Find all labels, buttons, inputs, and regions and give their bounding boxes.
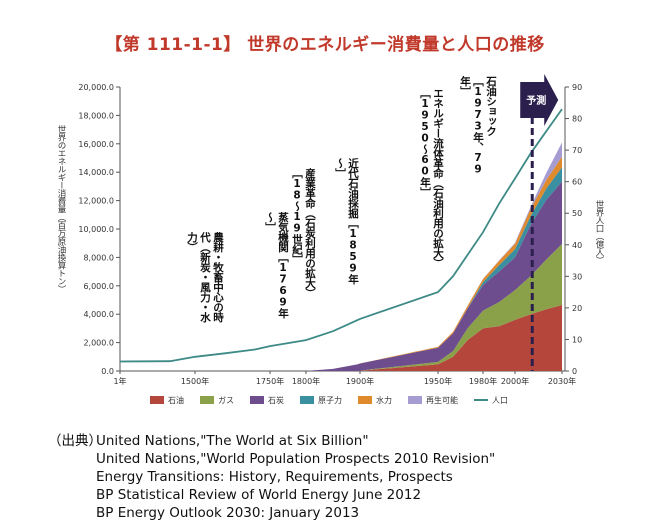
x-tick-label: 2030年 bbox=[548, 376, 576, 386]
x-tick-label: 1900年 bbox=[346, 376, 374, 386]
area-ガス bbox=[306, 243, 562, 371]
area-石炭 bbox=[306, 181, 562, 371]
source-line: BP Statistical Review of World Energy Ju… bbox=[96, 487, 422, 503]
y-right-tick-label: 20 bbox=[572, 304, 582, 313]
legend-swatch bbox=[358, 396, 372, 404]
x-tick-label: 1500年 bbox=[181, 376, 209, 386]
y-right-tick-label: 60 bbox=[572, 178, 582, 187]
forecast-label: 予測 bbox=[526, 94, 546, 107]
left-axis-label: 世界のエネルギー消費量（百万原油換算トン） bbox=[56, 125, 66, 293]
forecast-arrow-icon bbox=[520, 74, 559, 126]
legend-swatch bbox=[408, 396, 422, 404]
legend-swatch bbox=[250, 396, 264, 404]
legend-label: 石炭 bbox=[268, 396, 284, 405]
y-left-tick-label: 6,000.0 bbox=[83, 282, 114, 291]
y-right-tick-label: 80 bbox=[572, 115, 582, 124]
annotation-fluid-revolution: エネルギー流体革命（石油利用の拡大）［1950～60年］ bbox=[419, 88, 444, 268]
y-left-tick-label: 2,000.0 bbox=[83, 339, 114, 348]
y-right-tick-label: 50 bbox=[572, 209, 582, 218]
y-left-tick-label: 4,000.0 bbox=[83, 310, 114, 319]
annotation-steam: 蒸気機関［1769年～］ bbox=[264, 212, 289, 318]
legend-label: 水力 bbox=[376, 395, 392, 405]
annotation-industrial: 産業革命（石炭利用の拡大）［18～19世紀］ bbox=[291, 168, 316, 293]
x-tick-label: 1980年 bbox=[469, 376, 497, 386]
source-line: United Nations,"World Population Prospec… bbox=[96, 451, 496, 467]
y-right-tick-label: 0 bbox=[572, 367, 577, 376]
x-tick-label: 1800年 bbox=[292, 376, 320, 386]
y-left-tick-label: 8,000.0 bbox=[83, 253, 114, 262]
annotation-oil-shock: 石油ショック［1973年、79年］ bbox=[459, 76, 497, 175]
y-right-tick-label: 40 bbox=[572, 241, 582, 250]
x-tick-label: 1750年 bbox=[256, 376, 284, 386]
y-left-tick-label: 0.0 bbox=[101, 367, 114, 376]
legend-label: 人口 bbox=[492, 396, 508, 405]
y-left-tick-label: 20,000.0 bbox=[78, 83, 114, 92]
page-title: 【第 111-1-1】 世界のエネルギー消費量と人口の推移 bbox=[105, 35, 545, 55]
sources-block: （出典） United Nations,"The World at Six Bil… bbox=[48, 432, 495, 522]
legend-swatch bbox=[150, 396, 164, 404]
source-line: Energy Transitions: History, Requirement… bbox=[96, 469, 453, 485]
y-right-tick-label: 70 bbox=[572, 146, 582, 155]
x-tick-label: 2000年 bbox=[501, 376, 529, 386]
y-right-tick-label: 30 bbox=[572, 272, 582, 281]
legend-label: ガス bbox=[218, 395, 234, 405]
legend-label: 石油 bbox=[168, 395, 184, 405]
y-left-tick-label: 16,000.0 bbox=[78, 140, 114, 149]
legend-swatch bbox=[200, 396, 214, 404]
x-tick-label: 1年 bbox=[113, 376, 126, 386]
y-left-tick-label: 18,000.0 bbox=[78, 111, 114, 120]
right-axis-label: 世界人口（億人） bbox=[594, 200, 604, 264]
population-line bbox=[119, 108, 563, 363]
y-left-tick-label: 10,000.0 bbox=[78, 225, 114, 234]
y-right-tick-label: 90 bbox=[572, 83, 582, 92]
source-line: United Nations,"The World at Six Billion… bbox=[96, 433, 369, 449]
y-left-tick-label: 14,000.0 bbox=[78, 168, 114, 177]
y-left-tick-label: 12,000.0 bbox=[78, 197, 114, 206]
source-line: BP Energy Outlook 2030: January 2013 bbox=[96, 505, 360, 521]
x-tick-label: 1950年 bbox=[424, 376, 452, 386]
annotation-oil-drilling: 近代石油採掘［1859年～］ bbox=[334, 158, 359, 284]
annotation-agri: 農耕・牧畜中心の時代（新炭・風力・水力） bbox=[186, 232, 224, 322]
area-石油 bbox=[306, 305, 562, 371]
sources-label: （出典） bbox=[48, 433, 102, 449]
legend-swatch bbox=[300, 396, 314, 404]
y-right-tick-label: 10 bbox=[572, 335, 582, 344]
legend-label: 再生可能 bbox=[426, 395, 458, 405]
legend-label: 原子力 bbox=[318, 395, 342, 405]
